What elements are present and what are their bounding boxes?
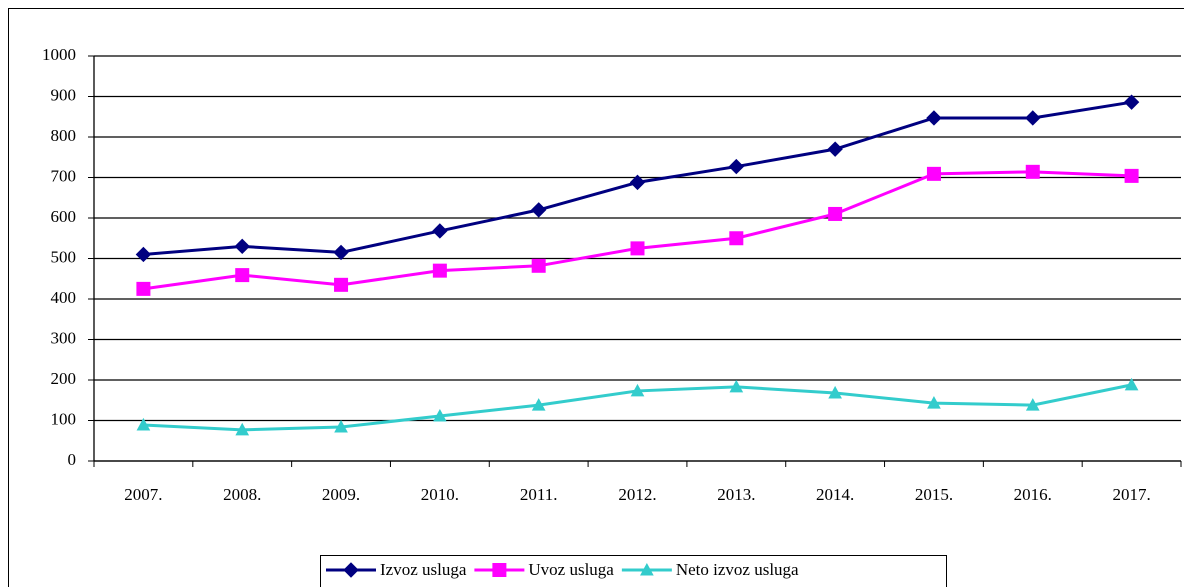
y-tick-label: 800 — [51, 126, 77, 145]
legend-label: Uvoz usluga — [528, 560, 614, 579]
legend-marker — [640, 562, 654, 576]
marker — [729, 379, 744, 393]
x-tick-label: 2016. — [1014, 485, 1052, 504]
marker — [432, 223, 448, 239]
marker — [432, 263, 447, 278]
marker — [1025, 110, 1041, 126]
marker — [135, 246, 152, 263]
marker — [1025, 398, 1040, 411]
marker — [827, 141, 843, 157]
marker — [136, 281, 151, 296]
y-tick-label: 300 — [51, 328, 77, 347]
marker — [235, 422, 250, 436]
marker — [136, 417, 151, 431]
y-tick-label: 700 — [51, 166, 77, 185]
y-tick-label: 200 — [51, 369, 77, 388]
marker — [630, 241, 645, 256]
marker — [234, 238, 250, 255]
y-tick-label: 400 — [51, 288, 77, 307]
marker — [433, 409, 447, 422]
marker — [531, 398, 546, 411]
marker — [1025, 164, 1040, 179]
x-tick-label: 2010. — [421, 485, 459, 504]
chart-frame — [8, 8, 1184, 587]
marker — [828, 385, 842, 399]
marker — [1124, 168, 1139, 183]
marker — [629, 174, 646, 191]
marker — [531, 258, 546, 273]
y-tick-label: 1000 — [42, 45, 76, 64]
y-tick-label: 600 — [51, 207, 77, 226]
y-tick-label: 100 — [51, 409, 77, 428]
x-tick-label: 2007. — [124, 485, 162, 504]
x-tick-label: 2017. — [1112, 485, 1150, 504]
marker — [235, 268, 250, 283]
marker — [334, 277, 349, 292]
x-tick-label: 2012. — [618, 485, 656, 504]
legend-marker — [492, 563, 507, 577]
marker — [926, 166, 941, 181]
y-tick-label: 0 — [68, 450, 77, 469]
x-tick-label: 2008. — [223, 485, 261, 504]
legend-label: Izvoz usluga — [380, 560, 467, 579]
marker — [728, 158, 745, 175]
x-tick-label: 2015. — [915, 485, 953, 504]
x-tick-label: 2011. — [520, 485, 558, 504]
x-tick-label: 2013. — [717, 485, 755, 504]
x-tick-label: 2014. — [816, 485, 854, 504]
marker — [333, 244, 349, 261]
marker — [630, 383, 645, 397]
legend-marker — [343, 562, 359, 578]
legend-label: Neto izvoz usluga — [676, 560, 799, 579]
y-tick-label: 900 — [51, 85, 77, 104]
marker — [334, 419, 348, 433]
x-tick-label: 2009. — [322, 485, 360, 504]
marker — [1124, 377, 1139, 391]
marker — [1123, 94, 1140, 110]
marker — [926, 110, 942, 126]
y-tick-label: 500 — [51, 247, 77, 266]
marker — [530, 202, 547, 218]
marker — [927, 396, 941, 409]
marker — [828, 206, 843, 221]
legend: Izvoz usluga Uvoz usluga Neto izvoz usluga — [320, 555, 947, 587]
marker — [729, 231, 744, 246]
